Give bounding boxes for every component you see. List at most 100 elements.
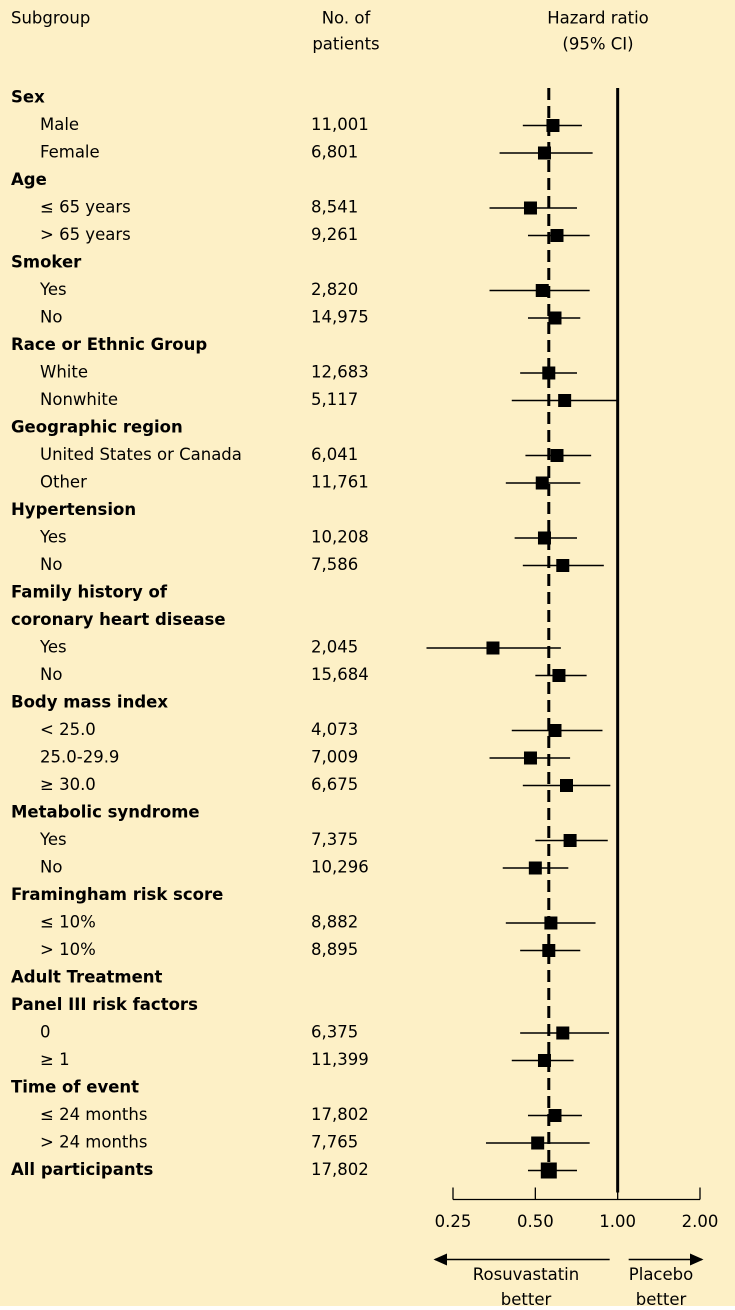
hr-box xyxy=(535,284,549,297)
x-tick-label: 0.50 xyxy=(517,1212,554,1231)
patient-count: 8,541 xyxy=(311,198,358,217)
row-label: > 24 months xyxy=(40,1133,147,1152)
patient-count: 2,820 xyxy=(311,280,358,299)
row-label: Nonwhite xyxy=(40,390,118,409)
patient-count: 5,117 xyxy=(311,390,358,409)
row-label: 0 xyxy=(40,1023,51,1042)
group-heading: Sex xyxy=(11,88,45,107)
hr-box xyxy=(542,944,556,957)
row-label: Female xyxy=(40,143,100,162)
hr-box xyxy=(531,1136,545,1150)
row-label: ≥ 30.0 xyxy=(40,775,96,794)
direction-label: better xyxy=(636,1290,687,1306)
x-tick-label: 2.00 xyxy=(682,1212,719,1231)
group-heading: Geographic region xyxy=(11,418,183,437)
row-label: No xyxy=(40,665,62,684)
group-heading: Panel III risk factors xyxy=(11,995,198,1014)
row-label: ≤ 10% xyxy=(40,913,96,932)
row-label: No xyxy=(40,555,62,574)
row-label: Yes xyxy=(39,528,67,547)
group-heading: Age xyxy=(11,170,47,189)
column-header: Subgroup xyxy=(11,9,90,28)
hr-box xyxy=(528,861,542,875)
patient-count: 7,765 xyxy=(311,1133,358,1152)
patient-count: 12,683 xyxy=(311,363,369,382)
row-label: 25.0-29.9 xyxy=(40,748,119,767)
group-heading: Body mass index xyxy=(11,693,168,712)
hr-box xyxy=(550,449,564,462)
overall-label: All participants xyxy=(11,1160,153,1179)
direction-label: better xyxy=(501,1290,552,1306)
column-header: patients xyxy=(312,35,379,54)
hr-box xyxy=(552,669,566,682)
row-label: Yes xyxy=(39,280,67,299)
hr-box xyxy=(548,1109,562,1122)
hr-box xyxy=(563,834,577,847)
row-label: White xyxy=(40,363,88,382)
group-heading: Smoker xyxy=(11,253,82,272)
hr-box xyxy=(542,366,556,380)
patient-count: 9,261 xyxy=(311,225,358,244)
group-heading: Time of event xyxy=(11,1078,139,1097)
group-heading: Adult Treatment xyxy=(11,968,163,987)
row-label: United States or Canada xyxy=(40,445,242,464)
patient-count: 11,399 xyxy=(311,1050,369,1069)
patient-count: 15,684 xyxy=(311,665,369,684)
patient-count: 6,041 xyxy=(311,445,358,464)
row-label: Other xyxy=(40,473,87,492)
patient-count: 14,975 xyxy=(311,308,369,327)
x-tick-label: 1.00 xyxy=(599,1212,636,1231)
hr-box xyxy=(559,779,573,792)
group-heading: Framingham risk score xyxy=(11,885,223,904)
hr-box xyxy=(548,724,562,737)
patient-count: 11,001 xyxy=(311,115,369,134)
group-heading: Hypertension xyxy=(11,500,136,519)
row-label: > 10% xyxy=(40,940,96,959)
row-label: ≥ 1 xyxy=(40,1050,70,1069)
hr-box xyxy=(523,751,537,765)
patient-count: 6,801 xyxy=(311,143,358,162)
hr-box xyxy=(523,201,537,215)
hr-box xyxy=(556,559,570,572)
hr-box xyxy=(550,229,564,242)
direction-label: Rosuvastatin xyxy=(473,1265,579,1284)
hr-box xyxy=(556,1026,570,1040)
patient-count: 17,802 xyxy=(311,1160,369,1179)
row-label: > 65 years xyxy=(40,225,131,244)
row-label: Yes xyxy=(39,830,67,849)
group-heading: Family history of xyxy=(11,583,168,602)
patient-count: 4,073 xyxy=(311,720,358,739)
row-label: No xyxy=(40,858,62,877)
hr-box xyxy=(486,641,500,655)
column-header: (95% CI) xyxy=(562,35,633,54)
patient-count: 6,675 xyxy=(311,775,358,794)
group-heading: Race or Ethnic Group xyxy=(11,335,207,354)
row-label: < 25.0 xyxy=(40,720,96,739)
patient-count: 7,375 xyxy=(311,830,358,849)
patient-count: 11,761 xyxy=(311,473,369,492)
hr-box xyxy=(535,476,549,490)
direction-label: Placebo xyxy=(629,1265,693,1284)
patient-count: 7,586 xyxy=(311,555,358,574)
row-label: Yes xyxy=(39,638,67,657)
patient-count: 8,882 xyxy=(311,913,358,932)
row-label: ≤ 65 years xyxy=(40,198,131,217)
row-label: Male xyxy=(40,115,79,134)
column-header: No. of xyxy=(322,9,372,28)
column-header: Hazard ratio xyxy=(547,9,649,28)
row-label: No xyxy=(40,308,62,327)
hr-box xyxy=(548,311,562,325)
patient-count: 10,296 xyxy=(311,858,369,877)
group-heading: coronary heart disease xyxy=(11,610,226,629)
patient-count: 17,802 xyxy=(311,1105,369,1124)
hr-box xyxy=(558,394,572,407)
patient-count: 10,208 xyxy=(311,528,369,547)
patient-count: 7,009 xyxy=(311,748,358,767)
hr-box xyxy=(544,916,558,930)
row-label: ≤ 24 months xyxy=(40,1105,147,1124)
patient-count: 6,375 xyxy=(311,1023,358,1042)
x-tick-label: 0.25 xyxy=(435,1212,472,1231)
